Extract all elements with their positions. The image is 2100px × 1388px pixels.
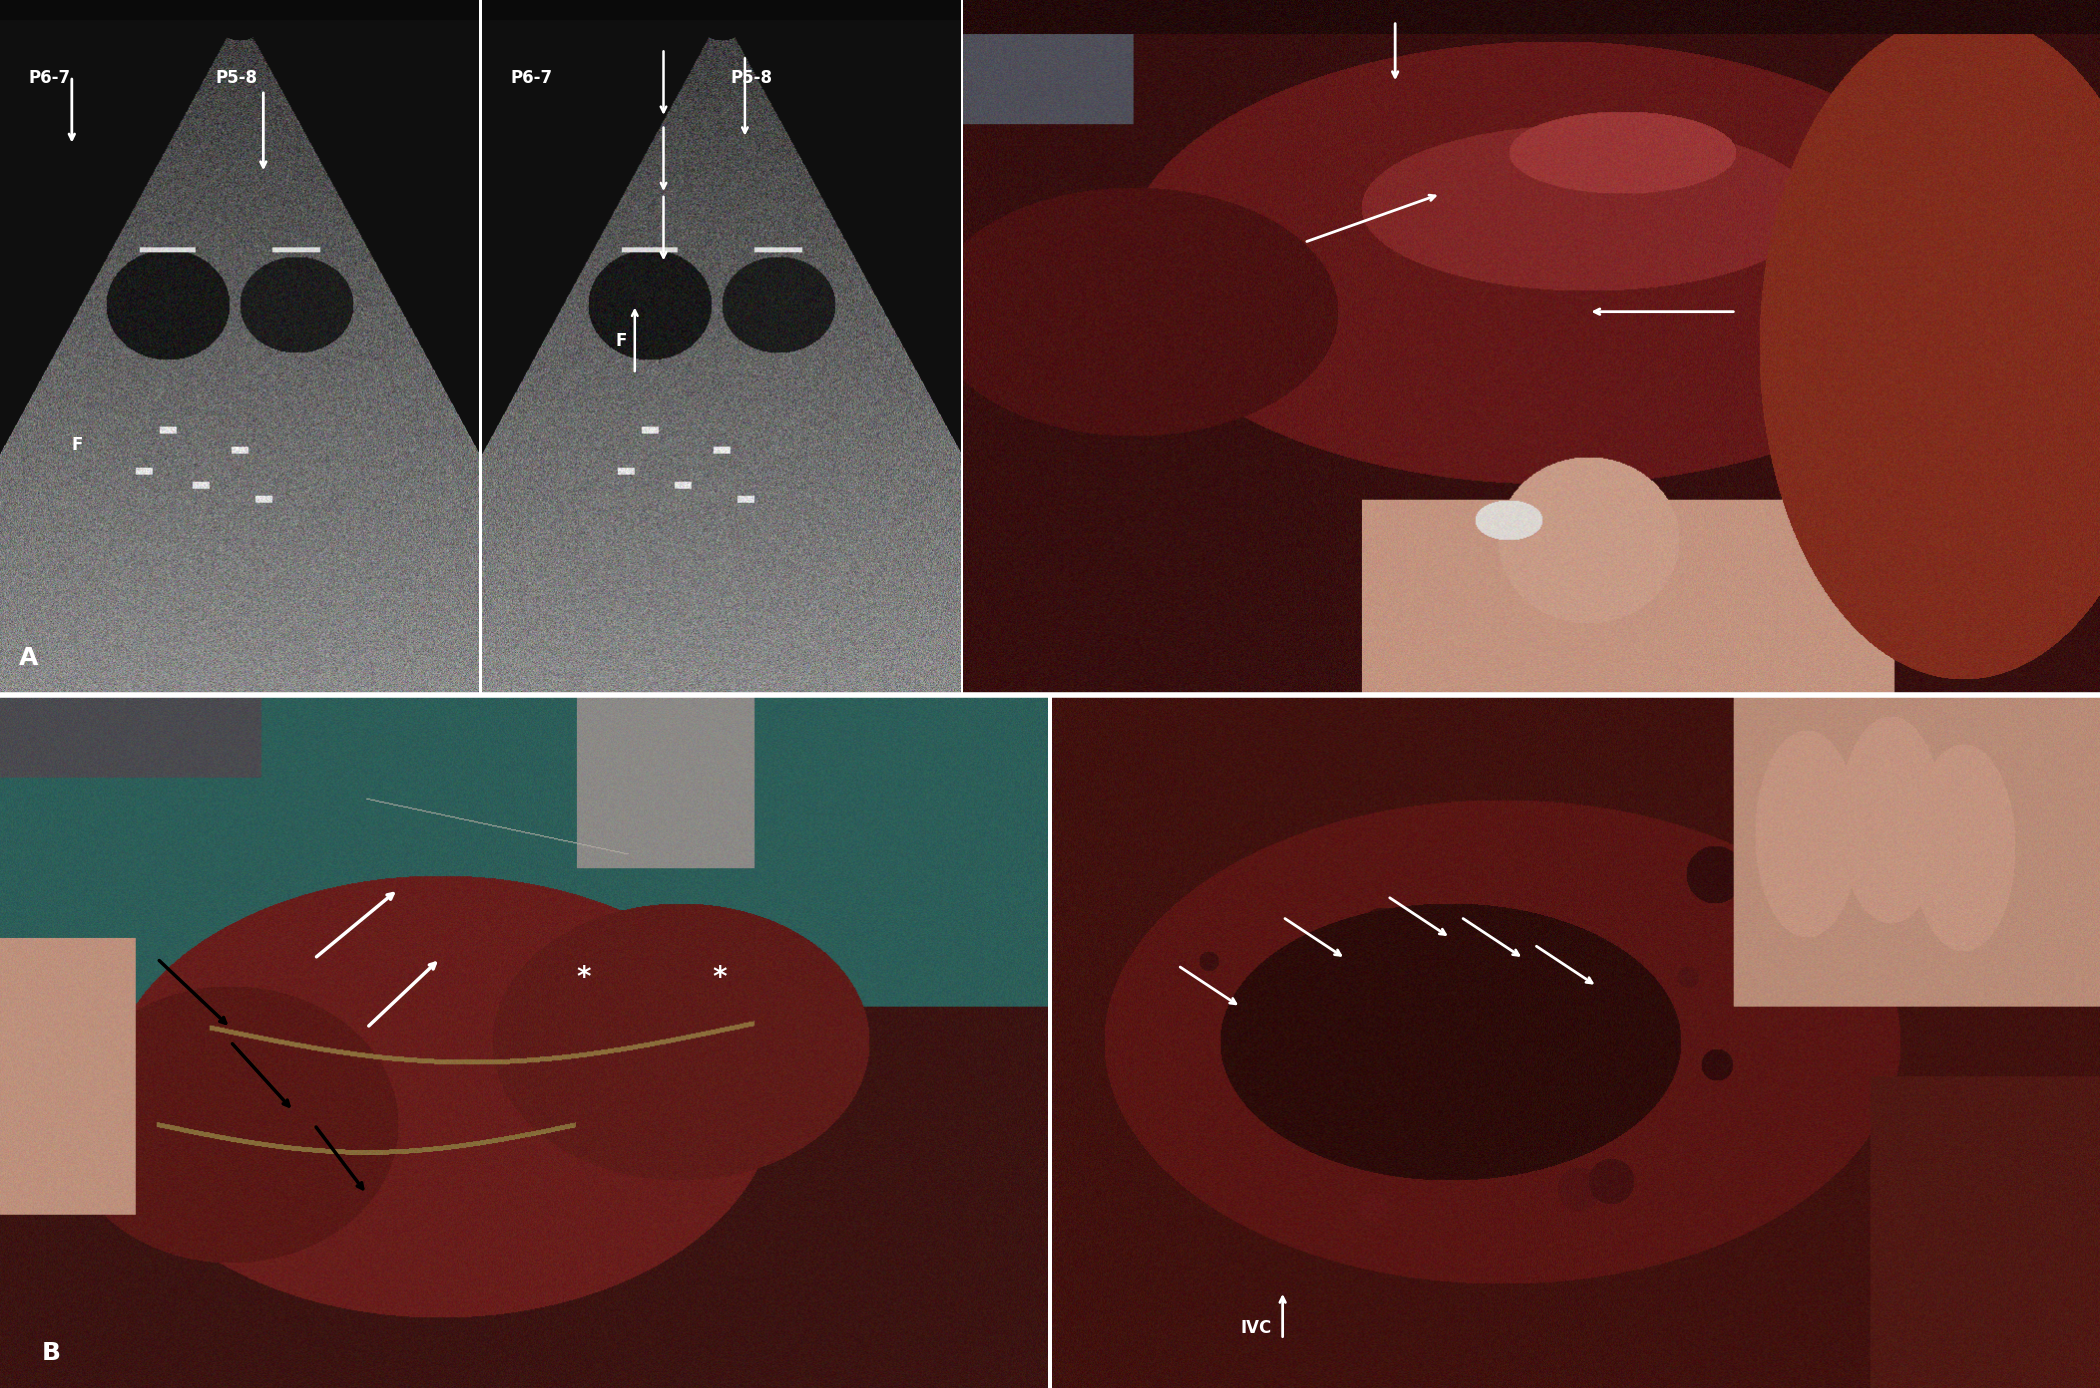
Text: P5-8: P5-8: [216, 69, 258, 87]
Text: *: *: [712, 965, 727, 992]
Text: IVC: IVC: [1241, 1319, 1273, 1337]
Text: P6-7: P6-7: [29, 69, 71, 87]
Text: P5-8: P5-8: [731, 69, 773, 87]
Text: *: *: [575, 965, 590, 992]
Text: A: A: [19, 645, 38, 670]
Text: F: F: [71, 436, 84, 454]
Text: B: B: [42, 1341, 61, 1366]
Text: P6-7: P6-7: [510, 69, 552, 87]
Text: F: F: [615, 332, 628, 350]
